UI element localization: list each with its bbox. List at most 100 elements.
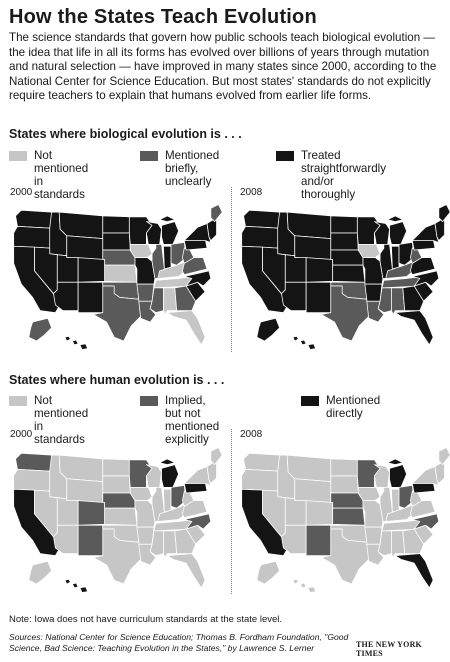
state-georgia [402,528,425,555]
state-kansas [332,507,366,526]
state-indiana [163,488,172,513]
map-svg [13,447,223,593]
state-georgia [174,285,197,312]
state-minnesota [128,216,153,245]
legend-swatch-light [9,396,27,406]
state-georgia [174,528,197,555]
state-north-carolina [411,270,440,287]
state-alabama [391,287,406,315]
state-kansas [332,264,366,283]
state-colorado [77,500,106,526]
state-georgia [402,285,425,312]
state-nebraska [102,492,136,509]
state-wisconsin [146,221,162,245]
publisher-credit: THE NEW YORK TIMES [356,640,422,658]
state-wisconsin [374,464,390,488]
state-new-mexico [305,281,332,313]
state-maine [210,204,223,222]
us-map-human-2000 [8,443,226,598]
state-north-dakota [330,215,358,234]
biological-heading: States where biological evolution is . .… [9,127,242,141]
state-north-carolina [183,513,212,530]
state-texas [320,528,371,585]
state-michigan [387,215,407,245]
state-hawaii [64,578,88,593]
state-north-carolina [411,513,440,530]
state-washington [243,209,280,229]
state-arkansas [136,283,155,302]
state-colorado [305,500,334,526]
state-wyoming [66,235,104,260]
legend-swatch-dark [301,396,319,406]
state-montana [58,454,104,483]
state-arizona [53,281,79,312]
human-heading: States where human evolution is . . . [9,373,225,387]
state-arizona [53,524,79,555]
footnote: Note: Iowa does not have curriculum stan… [9,614,283,625]
state-indiana [391,245,400,270]
state-wisconsin [374,221,390,245]
state-minnesota [356,216,381,245]
us-map-biological-2008 [236,200,450,355]
state-north-dakota [102,215,130,234]
state-michigan [387,458,407,488]
intro-text: The science standards that govern how pu… [9,31,437,103]
state-new-york [411,466,440,486]
state-maine [438,204,450,222]
legend-label: Treated straightforwardly and/or thoroug… [301,149,387,201]
state-montana [286,454,332,483]
state-south-dakota [330,232,359,251]
map-divider [231,429,232,594]
state-ohio [170,242,187,266]
state-montana [286,211,332,240]
state-alaska [28,317,52,342]
state-nebraska [102,249,136,266]
state-colorado [77,257,106,283]
state-maine [210,447,223,465]
state-montana [58,211,104,240]
state-florida [394,553,434,589]
state-arkansas [364,526,383,545]
state-new-york [411,223,440,243]
state-florida [394,310,434,346]
sources-credit: Sources: National Center for Science Edu… [9,632,349,653]
us-map-biological-2000 [8,200,226,355]
state-new-mexico [77,524,104,556]
legend-swatch-mid [140,151,158,161]
legend-swatch-light [9,151,27,161]
state-utah [284,254,307,283]
state-utah [56,497,79,526]
state-arizona [281,281,307,312]
legend-label: Mentioned briefly, unclearly [165,149,220,188]
state-iowa [357,486,381,501]
state-arizona [281,524,307,555]
map-svg [241,447,450,593]
us-map-human-2008 [236,443,450,598]
legend-label: Mentioned directly [326,394,381,420]
state-wyoming [294,235,332,260]
legend-label: Not mentioned in standards [34,394,89,446]
state-alabama [391,530,406,558]
state-michigan [159,215,179,245]
graphic-title: How the States Teach Evolution [9,6,317,28]
map-svg [13,204,223,350]
state-iowa [129,486,153,501]
state-oregon [241,468,280,492]
map-year-label: 2008 [240,429,263,440]
state-kansas [104,507,138,526]
state-texas [92,285,143,342]
state-utah [56,254,79,283]
map-year-label: 2000 [10,187,33,198]
state-hawaii [292,335,316,350]
map-svg [241,204,450,350]
legend-swatch-dark [276,151,294,161]
state-iowa [357,243,381,258]
state-nebraska [330,492,364,509]
state-oregon [241,225,280,249]
state-wyoming [294,478,332,503]
state-florida [166,310,206,346]
state-new-mexico [77,281,104,313]
state-arkansas [364,283,383,302]
legend-swatch-mid [140,396,158,406]
state-washington [243,452,280,472]
